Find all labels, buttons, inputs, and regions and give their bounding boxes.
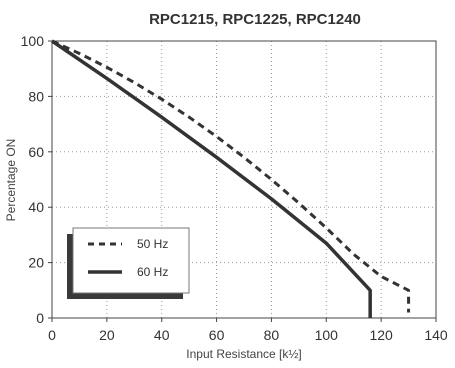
y-axis-label: Percentage ON bbox=[4, 139, 18, 222]
y-tick-label: 20 bbox=[28, 255, 44, 271]
x-tick-label: 120 bbox=[369, 327, 393, 343]
legend-label-60hz: 60 Hz bbox=[137, 265, 168, 279]
x-tick-label: 140 bbox=[424, 327, 448, 343]
x-tick-label: 80 bbox=[264, 327, 280, 343]
x-tick-label: 60 bbox=[209, 327, 225, 343]
plot-frame bbox=[51, 40, 437, 319]
legend-label-50hz: 50 Hz bbox=[137, 237, 168, 251]
y-tick-label: 40 bbox=[28, 199, 44, 215]
y-tick-label: 100 bbox=[21, 33, 45, 49]
x-axis-label: Input Resistance [k½] bbox=[186, 347, 301, 361]
x-axis-ticks: 0 20 40 60 80 100 120 140 bbox=[48, 318, 448, 343]
series-line-60hz bbox=[51, 39, 372, 318]
x-tick-label: 100 bbox=[315, 327, 339, 343]
y-axis-ticks: 0 20 40 60 80 100 bbox=[21, 33, 52, 326]
y-tick-label: 60 bbox=[28, 144, 44, 160]
chart-title: RPC1215, RPC1225, RPC1240 bbox=[149, 11, 361, 28]
y-tick-label: 80 bbox=[28, 88, 44, 104]
legend: 50 Hz 60 Hz bbox=[67, 227, 190, 299]
series-layer bbox=[51, 39, 411, 318]
x-tick-label: 20 bbox=[99, 327, 115, 343]
x-tick-label: 0 bbox=[48, 327, 56, 343]
y-tick-label: 0 bbox=[36, 310, 44, 326]
legend-box bbox=[72, 227, 190, 294]
x-tick-label: 40 bbox=[154, 327, 170, 343]
grid bbox=[52, 41, 436, 318]
